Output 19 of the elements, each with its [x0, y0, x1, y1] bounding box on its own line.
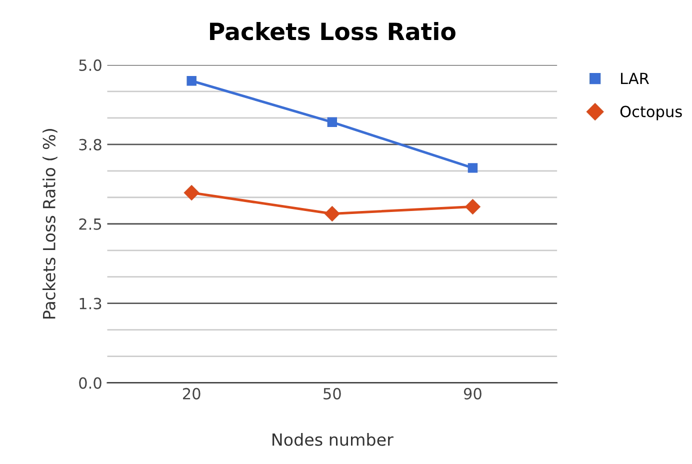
legend-label: Octopus — [620, 106, 682, 120]
y-tick-label: 3.8 — [79, 138, 102, 150]
y-tick-label: 1.3 — [80, 298, 102, 310]
point — [327, 117, 338, 128]
y-tick-label: 5.0 — [79, 59, 102, 71]
legend-label: LAR — [621, 72, 650, 84]
point — [465, 199, 480, 214]
point — [186, 76, 196, 86]
x-tick-label: 50 — [324, 388, 341, 400]
point — [184, 185, 200, 200]
y-tick-label: 0.0 — [79, 377, 102, 389]
y-tick-label: 2.5 — [79, 218, 102, 230]
point — [468, 163, 478, 173]
x-tick-label: 90 — [464, 388, 482, 400]
x-axis-title: Nodes number — [272, 433, 394, 446]
chart-title: Packets Loss Ratio — [210, 22, 456, 40]
y-axis-title: Packets Loss Ratio ( %) — [42, 129, 58, 319]
x-tick-label: 20 — [182, 388, 200, 400]
point — [324, 206, 340, 222]
